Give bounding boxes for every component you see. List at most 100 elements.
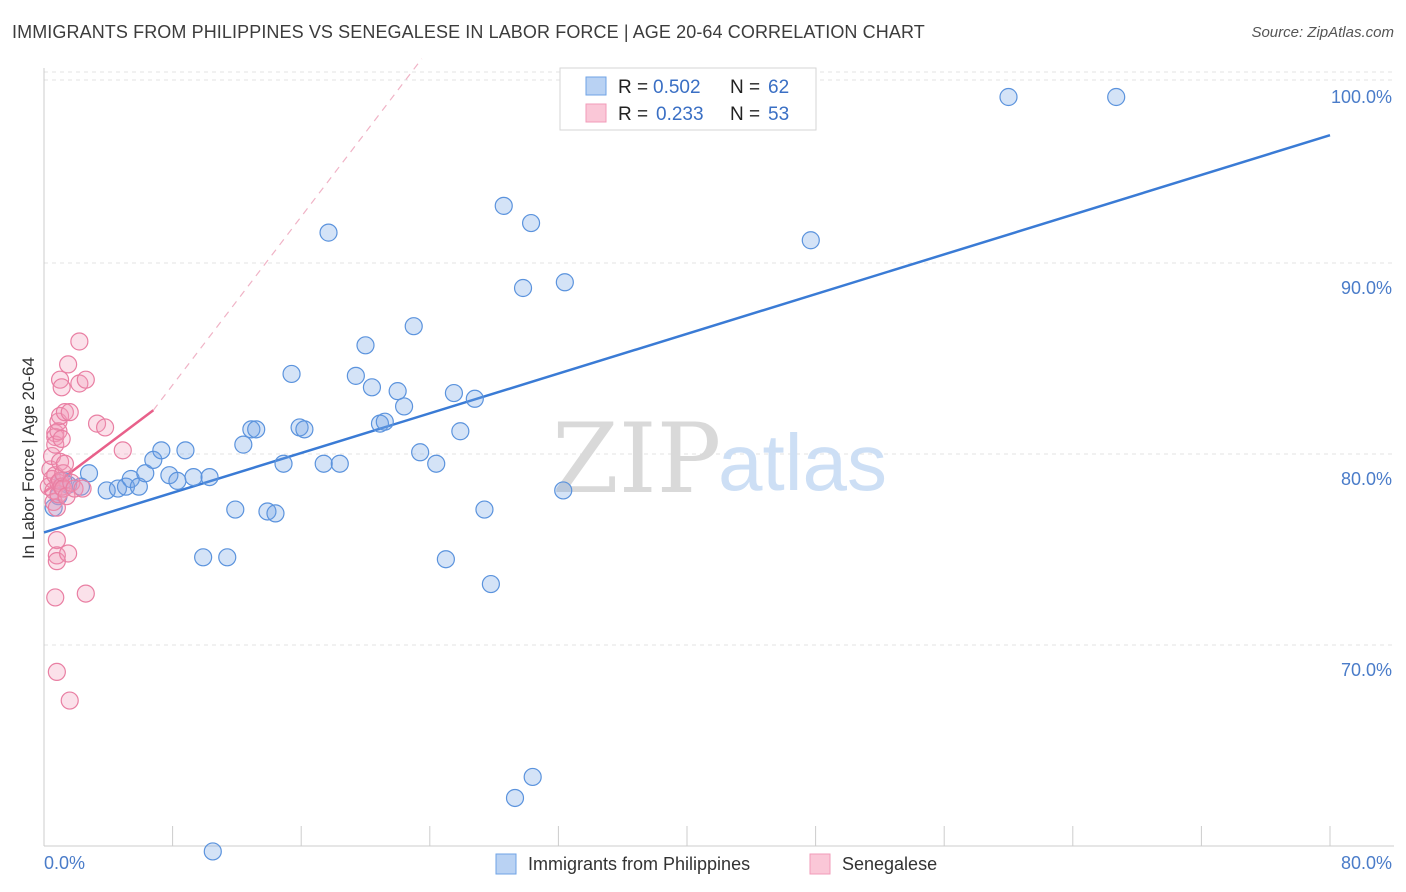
legend-r-label-2: R =	[618, 104, 648, 125]
chart-title: IMMIGRANTS FROM PHILIPPINES VS SENEGALES…	[12, 22, 925, 42]
trend-line-philippines	[43, 134, 1331, 534]
point-philippines-51	[513, 278, 533, 298]
point-philippines-40	[394, 397, 414, 416]
point-philippines-16	[176, 441, 195, 460]
point-philippines-31	[314, 454, 333, 473]
y-tick-label-3: 100.0%	[1331, 87, 1392, 107]
source-credit: Source: ZipAtlas.com	[1251, 24, 1394, 41]
point-philippines-53	[554, 481, 573, 500]
point-philippines-26	[266, 504, 285, 523]
legend-n-label-2: N =	[730, 104, 760, 125]
legend-swatch-blue	[585, 76, 607, 96]
x-tick-labels: 0.0% 80.0%	[44, 853, 1392, 873]
point-senegalese-31	[59, 544, 78, 563]
point-senegalese-23	[52, 429, 71, 448]
point-philippines-35	[356, 336, 375, 355]
legend-n-value-1: 62	[768, 77, 789, 98]
point-philippines-49	[481, 574, 500, 594]
point-senegalese-45	[60, 691, 79, 710]
x-tick-label-min: 0.0%	[44, 853, 85, 873]
series-swatch-philippines	[495, 853, 517, 875]
point-philippines-6	[97, 481, 116, 500]
point-philippines-30	[295, 420, 314, 439]
point-philippines-32	[330, 454, 349, 473]
point-senegalese-39	[76, 584, 95, 603]
point-philippines-39	[388, 382, 407, 401]
point-philippines-60	[1107, 87, 1126, 107]
point-philippines-15	[168, 471, 187, 491]
y-tick-label-0: 70.0%	[1341, 660, 1392, 680]
legend: R = 0.502 N = 62 R = 0.233 N = 53	[559, 67, 817, 131]
point-senegalese-33	[62, 473, 81, 492]
data-points	[39, 87, 1126, 861]
point-philippines-43	[427, 454, 446, 473]
legend-r-label-1: R =	[618, 77, 648, 98]
point-senegalese-22	[52, 378, 71, 397]
point-philippines-21	[226, 500, 245, 519]
point-senegalese-18	[50, 370, 70, 389]
point-philippines-13	[152, 441, 171, 460]
point-senegalese-11	[47, 531, 66, 550]
point-philippines-48	[475, 500, 494, 519]
point-philippines-46	[451, 422, 470, 441]
legend-n-value-2: 53	[768, 104, 789, 125]
point-philippines-57	[203, 842, 222, 861]
point-philippines-58	[801, 231, 820, 250]
point-philippines-44	[436, 550, 455, 569]
series-label-senegalese: Senegalese	[842, 854, 937, 874]
y-tick-labels: 70.0% 80.0% 90.0% 100.0%	[1331, 87, 1392, 680]
point-philippines-33	[319, 223, 338, 242]
point-senegalese-38	[76, 370, 95, 389]
point-philippines-17	[184, 467, 203, 487]
legend-r-value-1: 0.502	[653, 77, 701, 98]
point-philippines-11	[136, 464, 155, 483]
point-philippines-47	[465, 389, 484, 408]
point-philippines-24	[247, 420, 266, 439]
point-senegalese-7	[46, 427, 65, 447]
point-philippines-50	[494, 196, 513, 215]
point-philippines-28	[282, 364, 301, 384]
point-senegalese-30	[59, 355, 78, 374]
point-senegalese-35	[70, 332, 89, 351]
point-philippines-5	[79, 464, 99, 483]
y-axis-label: In Labor Force | Age 20-64	[19, 357, 38, 559]
y-tick-label-1: 80.0%	[1341, 469, 1392, 489]
point-philippines-34	[346, 366, 365, 385]
point-senegalese-42	[113, 441, 132, 460]
point-senegalese-12	[47, 546, 66, 565]
axes	[43, 68, 1394, 847]
point-senegalese-41	[95, 418, 115, 437]
point-philippines-19	[194, 548, 213, 567]
legend-n-label-1: N =	[730, 77, 760, 98]
point-philippines-36	[362, 378, 382, 397]
watermark-atlas: atlas	[718, 418, 887, 507]
watermark-zip: ZIP	[552, 403, 721, 515]
point-senegalese-44	[47, 662, 66, 682]
point-senegalese-28	[55, 454, 74, 473]
series-legend: Immigrants from Philippines Senegalese	[495, 853, 937, 875]
x-tick-label-max: 80.0%	[1341, 853, 1392, 873]
point-philippines-42	[411, 443, 430, 462]
point-philippines-18	[200, 467, 219, 487]
point-philippines-54	[555, 273, 574, 292]
point-philippines-45	[444, 383, 464, 403]
trend-extension-senegalese	[152, 58, 423, 411]
watermark: ZIP atlas	[552, 403, 887, 515]
point-senegalese-27	[55, 403, 74, 422]
point-philippines-52	[521, 213, 541, 233]
y-tick-label-2: 90.0%	[1341, 278, 1392, 298]
point-philippines-20	[218, 548, 237, 567]
gridlines	[44, 71, 1394, 646]
point-senegalese-43	[46, 588, 65, 607]
series-label-philippines: Immigrants from Philippines	[528, 854, 750, 874]
point-philippines-23	[242, 420, 261, 439]
point-philippines-41	[404, 317, 423, 336]
series-swatch-senegalese	[809, 853, 831, 875]
point-philippines-27	[274, 454, 293, 473]
point-philippines-38	[375, 412, 394, 431]
legend-r-value-2: 0.233	[656, 104, 704, 125]
point-senegalese-32	[60, 403, 79, 422]
point-senegalese-37	[73, 479, 92, 498]
point-philippines-22	[234, 435, 253, 454]
